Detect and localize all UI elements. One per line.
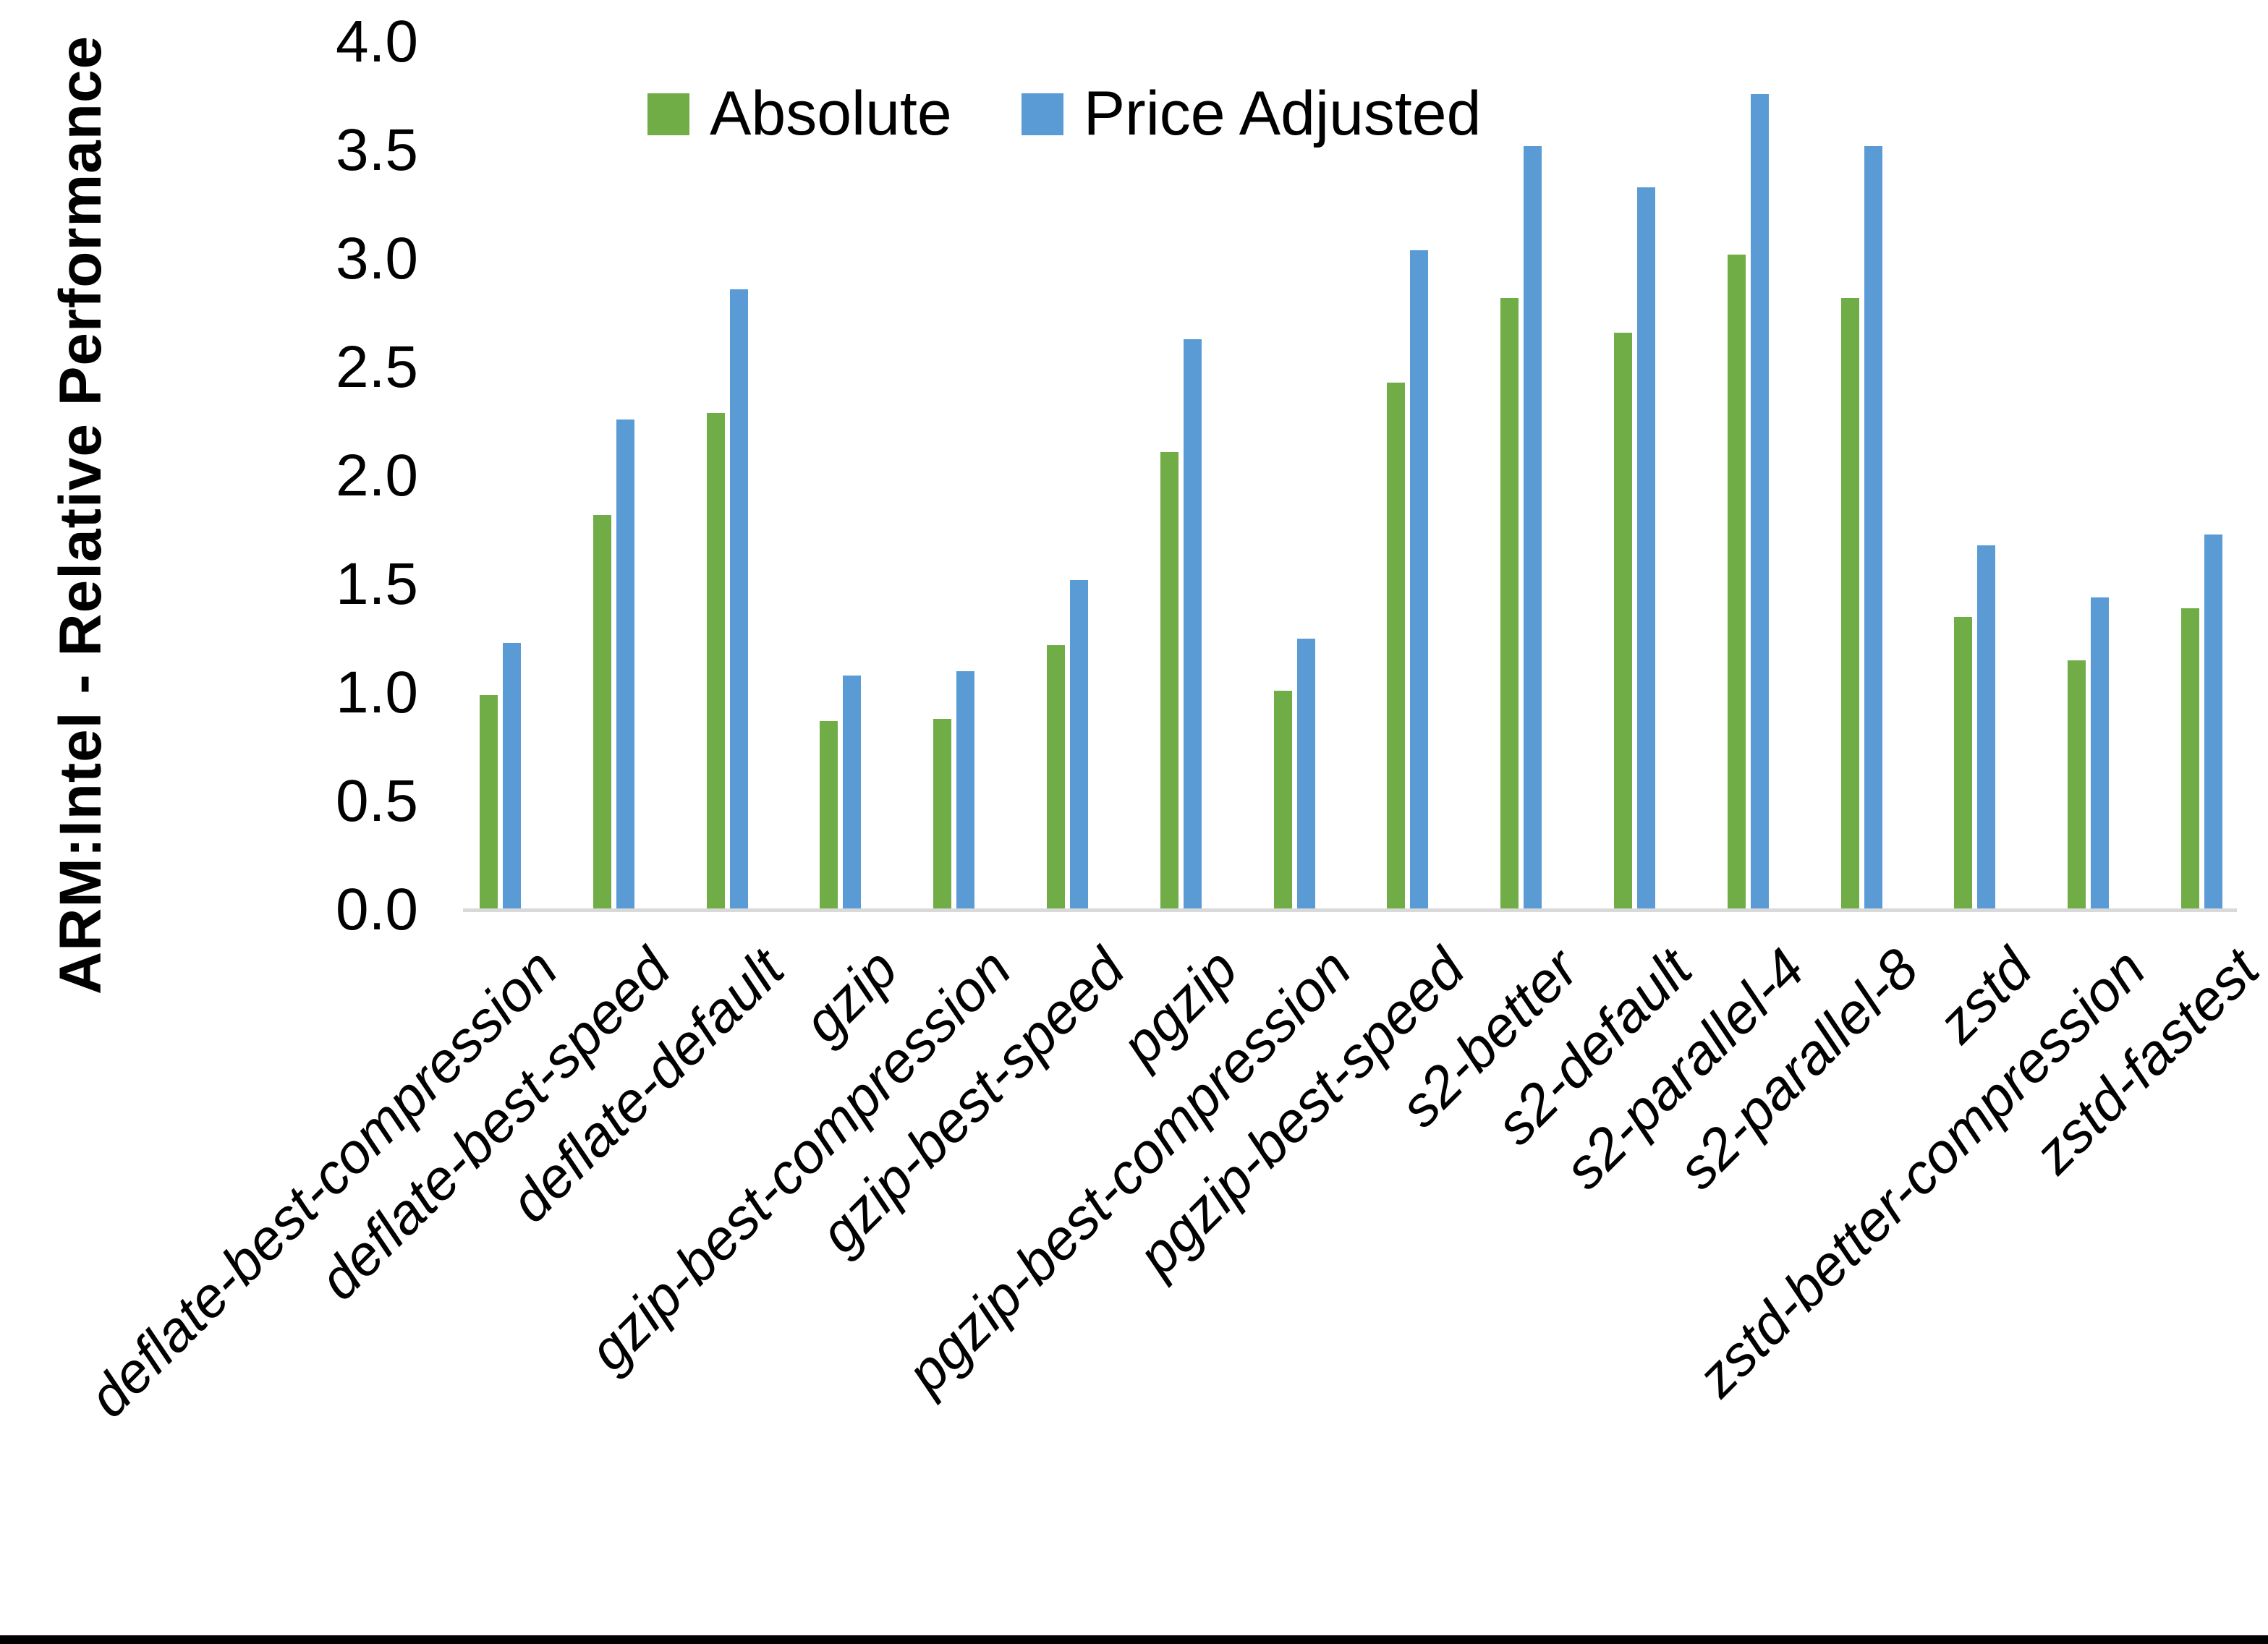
legend-swatch-absolute bbox=[647, 93, 689, 135]
legend-swatch-price-adjusted bbox=[1021, 93, 1063, 135]
x-tick-label-deflate-best-compression: deflate-best-compression bbox=[76, 936, 569, 1430]
bar-absolute-deflate-default bbox=[707, 413, 725, 910]
bar-absolute-deflate-best-compression bbox=[480, 695, 498, 910]
bar-absolute-gzip-best-compression bbox=[933, 719, 951, 910]
bar-price-adjusted-gzip-best-speed bbox=[1070, 580, 1088, 910]
bar-price-adjusted-s2-parallel-4 bbox=[1751, 94, 1769, 910]
bar-price-adjusted-zstd-fastest bbox=[2204, 534, 2222, 910]
bar-absolute-zstd-better-compression bbox=[2068, 660, 2086, 910]
bar-price-adjusted-deflate-default bbox=[730, 289, 748, 910]
bar-price-adjusted-deflate-best-speed bbox=[616, 419, 634, 910]
y-tick-label: 2.0 bbox=[336, 443, 418, 508]
legend-item-price-adjusted: Price Adjusted bbox=[1021, 78, 1482, 150]
bar-price-adjusted-s2-default bbox=[1637, 187, 1655, 910]
bar-price-adjusted-zstd-better-compression bbox=[2091, 597, 2109, 910]
x-axis-baseline bbox=[463, 908, 2237, 912]
bar-absolute-zstd-fastest bbox=[2181, 608, 2199, 910]
bar-absolute-s2-default bbox=[1614, 333, 1632, 910]
bar-price-adjusted-gzip-best-compression bbox=[956, 671, 974, 910]
bar-price-adjusted-gzip bbox=[843, 676, 861, 910]
bar-absolute-pgzip-best-speed bbox=[1387, 383, 1405, 910]
bar-absolute-pgzip bbox=[1160, 452, 1178, 910]
bar-price-adjusted-s2-parallel-8 bbox=[1864, 146, 1882, 910]
y-tick-label: 0.0 bbox=[336, 877, 418, 942]
legend-label-absolute: Absolute bbox=[710, 79, 952, 148]
y-tick-label: 1.0 bbox=[336, 660, 418, 725]
bar-price-adjusted-pgzip-best-compression bbox=[1297, 639, 1315, 910]
bar-price-adjusted-s2-better bbox=[1524, 146, 1542, 910]
y-axis-title: ARM:Intel - Relative Performance bbox=[48, 35, 114, 995]
bar-price-adjusted-zstd bbox=[1977, 545, 1995, 910]
bar-absolute-s2-better bbox=[1500, 298, 1519, 910]
y-tick-label: 2.5 bbox=[336, 334, 418, 400]
bar-absolute-gzip bbox=[820, 721, 838, 910]
bar-price-adjusted-pgzip bbox=[1184, 339, 1202, 910]
bar-absolute-gzip-best-speed bbox=[1047, 645, 1065, 910]
bar-absolute-s2-parallel-4 bbox=[1728, 255, 1746, 910]
y-tick-label: 3.5 bbox=[336, 117, 418, 183]
legend: Absolute Price Adjusted bbox=[647, 78, 1481, 150]
bar-price-adjusted-pgzip-best-speed bbox=[1410, 250, 1428, 910]
bar-absolute-deflate-best-speed bbox=[593, 515, 611, 910]
y-tick-label: 4.0 bbox=[336, 9, 418, 74]
bar-absolute-zstd bbox=[1954, 617, 1972, 910]
bar-price-adjusted-deflate-best-compression bbox=[503, 643, 521, 910]
y-tick-label: 0.5 bbox=[336, 768, 418, 834]
bottom-border bbox=[0, 1635, 2268, 1644]
bar-absolute-s2-parallel-8 bbox=[1841, 298, 1859, 910]
legend-label-price-adjusted: Price Adjusted bbox=[1083, 79, 1482, 148]
legend-item-absolute: Absolute bbox=[647, 78, 952, 150]
y-tick-label: 1.5 bbox=[336, 551, 418, 617]
bar-absolute-pgzip-best-compression bbox=[1274, 691, 1292, 910]
y-tick-label: 3.0 bbox=[336, 226, 418, 291]
